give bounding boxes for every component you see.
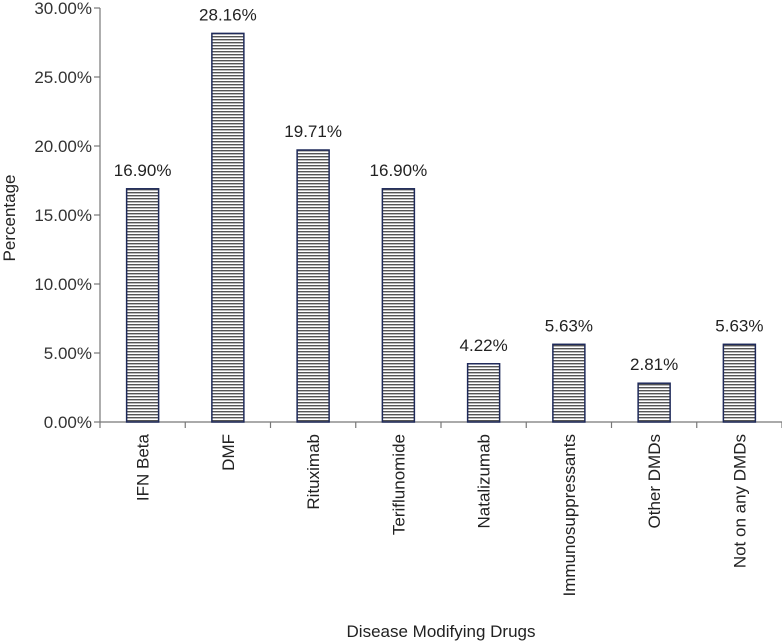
category-label: Not on any DMDs <box>730 434 749 568</box>
category-label: Rituximab <box>304 434 323 510</box>
bar-ifn-beta <box>125 188 160 423</box>
category-labels: IFN Beta DMF Rituximab Teriflunomide Nataliz… <box>134 433 750 596</box>
x-axis <box>99 421 782 428</box>
bar-immunosuppressants <box>552 343 586 423</box>
category-label: Immunosuppressants <box>560 434 579 597</box>
y-tick-label: 10.00% <box>34 275 92 294</box>
data-label: 2.81% <box>630 355 678 374</box>
y-tick-label: 0.00% <box>44 413 92 432</box>
bars <box>125 32 757 423</box>
bar-not-on-any-dmds <box>722 343 757 423</box>
y-axis: 0.00% 5.00% 10.00% 15.00% 20.00% 25.00% 30.00% <box>34 0 101 432</box>
data-label: 19.71% <box>284 122 342 141</box>
category-label: IFN Beta <box>134 433 153 501</box>
bar-dmf <box>211 32 245 423</box>
data-label: 28.16% <box>199 5 257 24</box>
data-label: 5.63% <box>715 316 763 335</box>
data-label: 4.22% <box>460 336 508 355</box>
data-label: 5.63% <box>545 316 593 335</box>
category-label: Natalizumab <box>475 434 494 529</box>
bar-teriflunomide <box>381 188 416 423</box>
bar-natalizumab <box>466 363 501 423</box>
category-label: DMF <box>219 434 238 471</box>
data-label: 16.90% <box>114 161 172 180</box>
y-tick-label: 30.00% <box>34 0 92 18</box>
y-axis-title: Percentage <box>0 175 19 262</box>
y-tick-label: 15.00% <box>34 206 92 225</box>
y-tick-label: 20.00% <box>34 137 92 156</box>
y-tick-label: 25.00% <box>34 68 92 87</box>
category-label: Teriflunomide <box>389 434 408 535</box>
x-axis-title: Disease Modifying Drugs <box>347 622 536 641</box>
bar-other-dmds <box>637 382 671 423</box>
data-labels: 16.90% 28.16% 19.71% 16.90% 4.22% 5.63% 2.81% 5… <box>114 5 764 374</box>
data-label: 16.90% <box>370 161 428 180</box>
bar-rituximab <box>296 149 330 423</box>
category-label: Other DMDs <box>645 434 664 528</box>
y-tick-label: 5.00% <box>44 344 92 363</box>
